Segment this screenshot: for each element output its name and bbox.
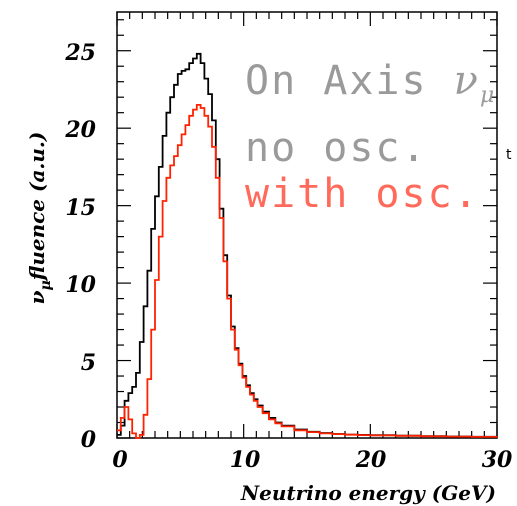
y-tick-label-5: 5: [81, 350, 96, 376]
annotation-title: On Axis νμ: [245, 58, 496, 108]
x-tick-label-30: 30: [482, 447, 513, 473]
y-tick-label-25: 25: [64, 40, 96, 66]
x-tick-label-0: 0: [112, 447, 128, 473]
ticks: [116, 12, 498, 439]
y-tick-label-0: 0: [81, 427, 97, 453]
y-axis-title-mu: μ: [38, 280, 54, 290]
annotation-title-text: On Axis: [245, 58, 454, 104]
series-group: [117, 52, 498, 439]
x-tick-label-10: 10: [230, 447, 261, 473]
annotation-title-mu: μ: [480, 83, 496, 108]
margin-mark: t: [506, 147, 512, 163]
series-no-osc-line: [117, 52, 498, 438]
legend-with-osc: with osc.: [245, 171, 480, 217]
y-tick-label-10: 10: [65, 272, 96, 298]
x-tick-label-20: 20: [355, 447, 387, 473]
x-axis-title: Neutrino energy (GeV): [240, 481, 496, 505]
series-with-osc-line: [117, 104, 498, 439]
y-axis-title-nu: ν: [25, 290, 49, 304]
annotation-title-nu: ν: [454, 58, 480, 104]
legend-no-osc: no osc.: [245, 125, 428, 171]
y-axis-title-text: fluence (a.u.): [25, 132, 49, 283]
y-tick-label-15: 15: [65, 195, 96, 221]
y-tick-label-20: 20: [64, 117, 96, 143]
y-axis-title: νμfluence (a.u.): [25, 132, 54, 305]
